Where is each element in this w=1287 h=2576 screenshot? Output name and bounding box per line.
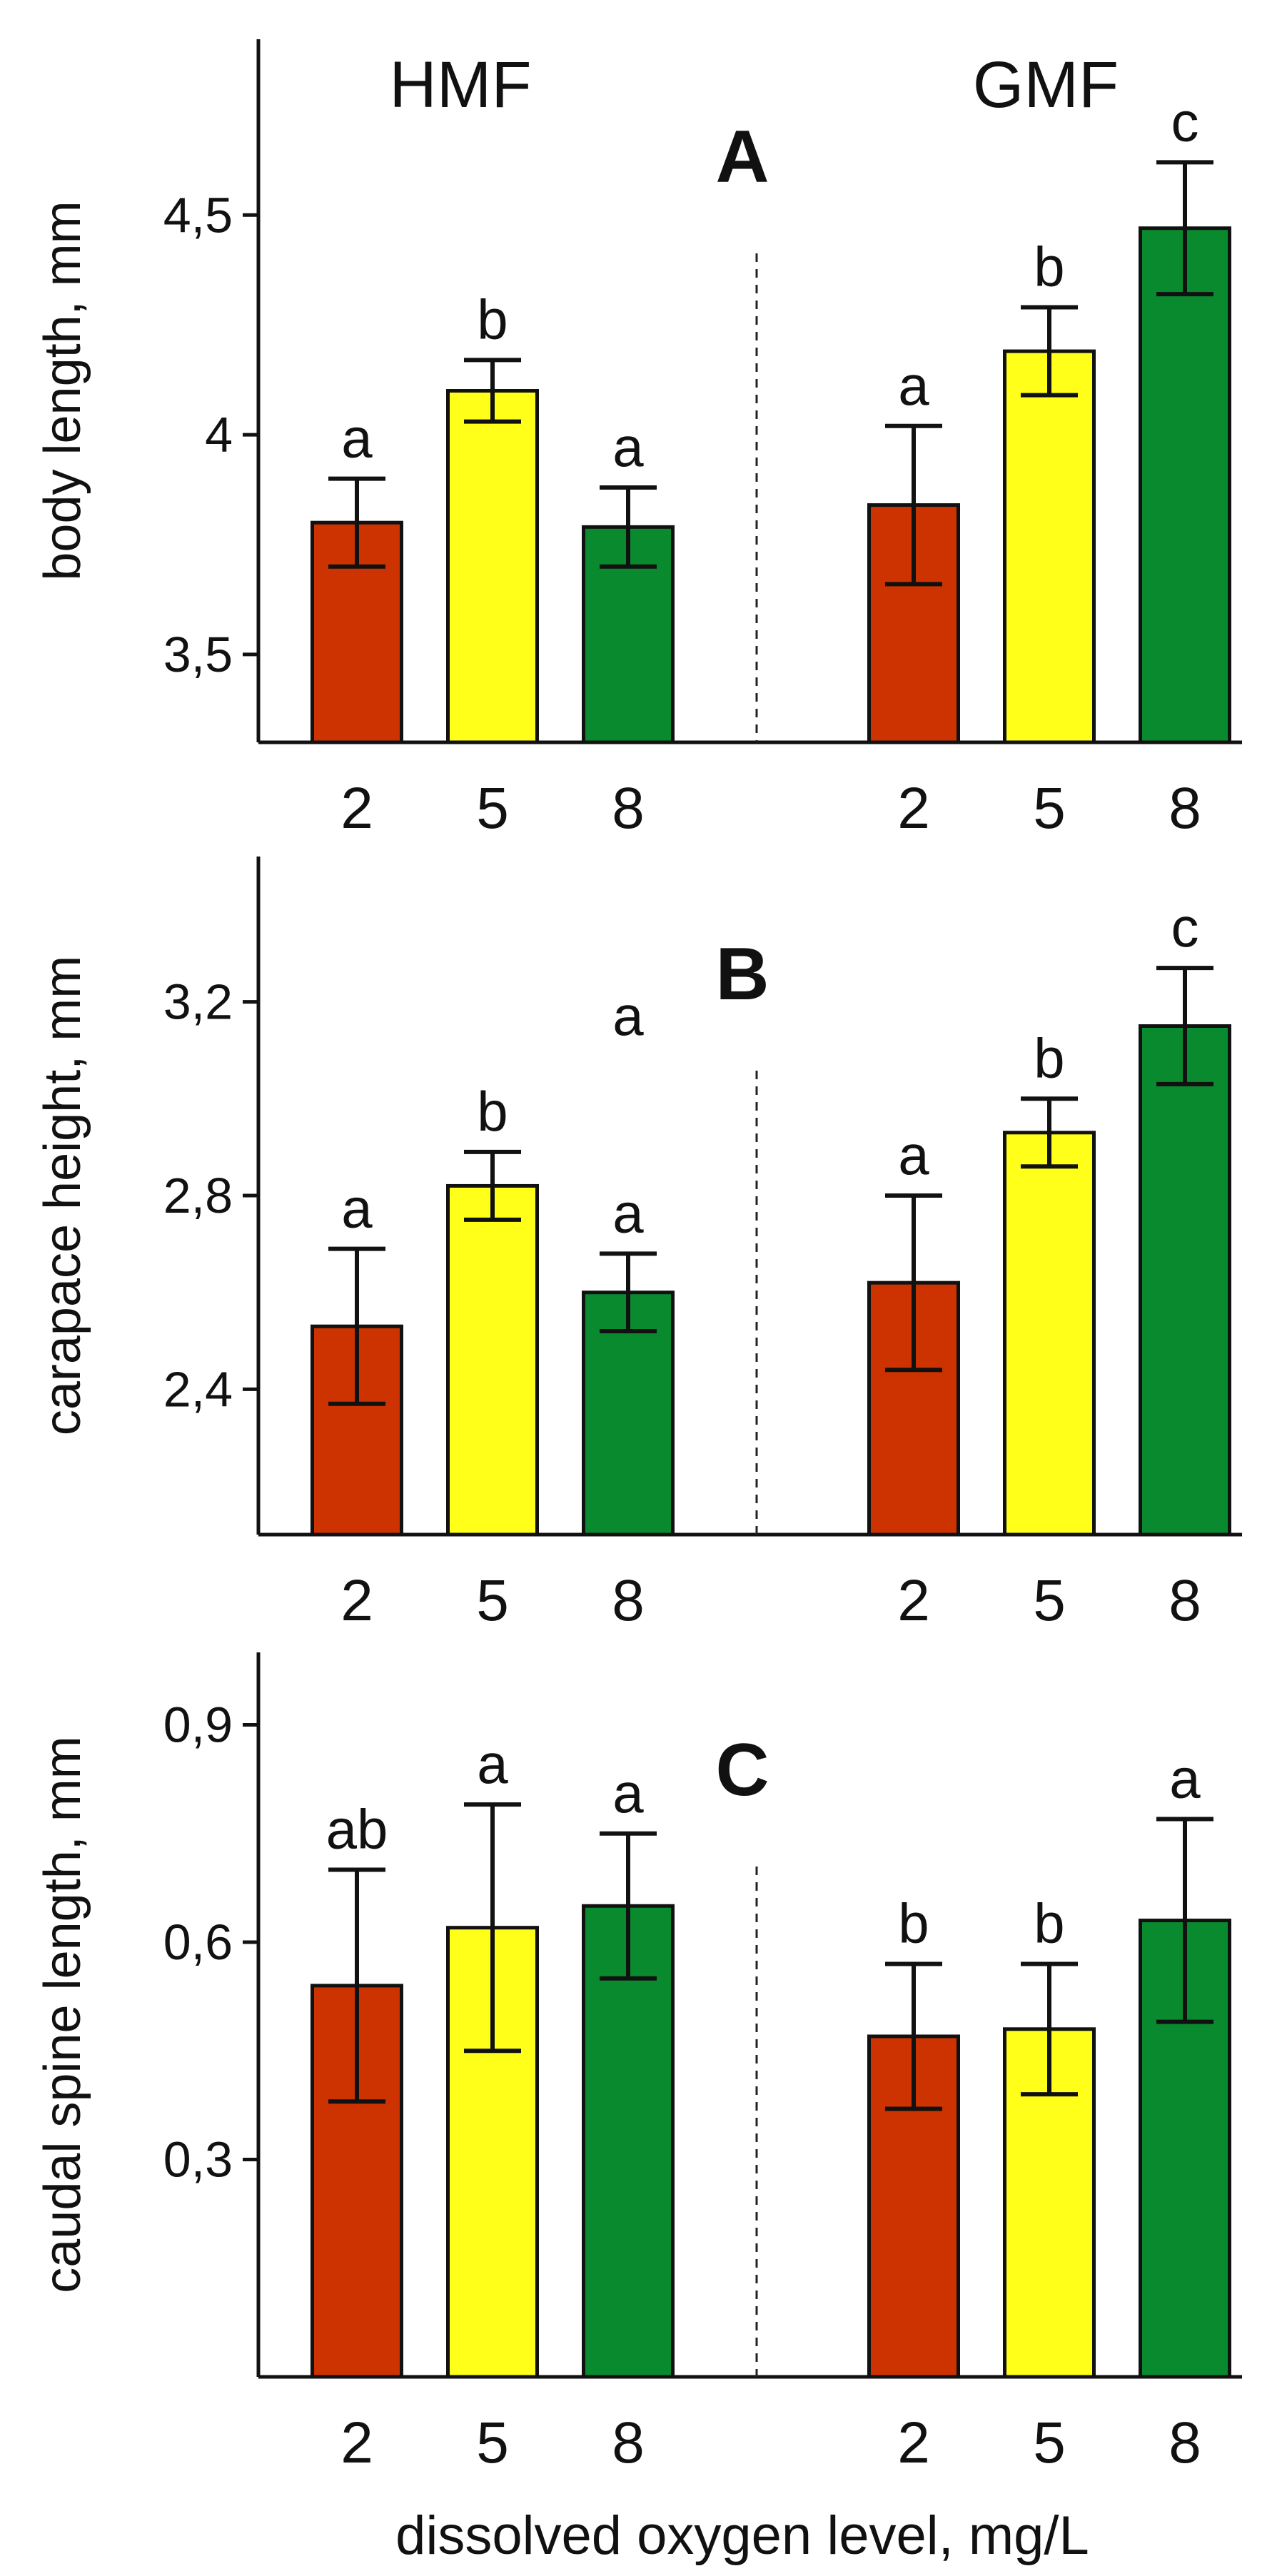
y-tick-label: 2,8 [163, 1168, 233, 1223]
x-tick-label: 5 [1033, 2410, 1066, 2475]
x-tick-label: 5 [476, 2410, 509, 2475]
significance-letter: b [1034, 1026, 1064, 1089]
x-tick-label: 2 [897, 2410, 930, 2475]
x-tick-label: 8 [612, 1568, 645, 1633]
significance-letter: c [1171, 90, 1199, 153]
x-tick-label: 5 [476, 1568, 509, 1633]
y-tick-label: 4 [205, 407, 233, 463]
bar-gmf-5 [1003, 1131, 1096, 1537]
significance-letter: c [1171, 896, 1199, 959]
significance-letter: b [898, 1891, 929, 1954]
x-tick-label: 8 [612, 776, 645, 841]
significance-letter: a [612, 1181, 644, 1244]
y-tick-label: 4,5 [163, 187, 233, 243]
y-tick-label: 3,2 [163, 974, 233, 1030]
x-tick-label: 2 [340, 1568, 373, 1633]
x-tick-label: 2 [897, 1568, 930, 1633]
y-axis-title: body length, mm [34, 201, 91, 580]
panel-label: A [715, 116, 769, 198]
bar-gmf-8 [1139, 1024, 1231, 1537]
y-tick-label: 0,9 [163, 1697, 233, 1753]
significance-letter: b [1034, 1891, 1064, 1954]
y-axis-title: carapace height, mm [34, 956, 91, 1435]
panel-b: 2,4 2,8 3,2 carapace height, mm Ba 2 b 5 a 8 a 2 b 5 c… [34, 857, 1242, 1633]
x-tick-label: 8 [612, 2410, 645, 2475]
significance-letter: b [477, 1080, 508, 1143]
bar-hmf-2 [311, 1984, 403, 2379]
y-tick-label: 0,6 [163, 1914, 233, 1970]
y-tick-label: 3,5 [163, 627, 233, 682]
x-tick-label: 2 [897, 776, 930, 841]
bar-gmf-8 [1139, 226, 1231, 744]
bar-hmf-5 [446, 1183, 539, 1537]
significance-letter: ab [326, 1798, 388, 1861]
y-tick-label: 0,3 [163, 2132, 233, 2188]
significance-letter: a [477, 1732, 508, 1795]
group-label-hmf: HMF [389, 49, 531, 121]
panel-label: C [715, 1729, 769, 1812]
x-axis-title: dissolved oxygen level, mg/L [395, 2505, 1089, 2566]
panel-label: B [715, 933, 769, 1016]
x-tick-label: 8 [1169, 1568, 1201, 1633]
bar-hmf-5 [446, 389, 539, 744]
significance-letter: a [898, 354, 929, 417]
x-tick-label: 5 [476, 776, 509, 841]
y-axis-title: caudal spine length, mm [34, 1736, 91, 2293]
significance-letter: b [1034, 236, 1064, 298]
y-tick-label: 2,4 [163, 1361, 233, 1417]
stray-letter: a [612, 984, 644, 1047]
x-tick-label: 5 [1033, 1568, 1066, 1633]
panel-a: 3,5 4 4,5 body length, mm Aa 2 b 5 a 8 a 2 b 5 c 8 [34, 39, 1242, 841]
x-tick-label: 8 [1169, 776, 1201, 841]
x-tick-label: 2 [340, 2410, 373, 2475]
significance-letter: a [612, 415, 644, 478]
x-tick-label: 2 [340, 776, 373, 841]
significance-letter: b [477, 288, 508, 350]
bar-gmf-5 [1003, 349, 1096, 744]
x-tick-label: 8 [1169, 2410, 1201, 2475]
x-tick-label: 5 [1033, 776, 1066, 841]
significance-letter: a [898, 1123, 929, 1186]
significance-letter: a [1169, 1747, 1201, 1809]
group-label-gmf: GMF [973, 49, 1119, 121]
significance-letter: a [341, 1177, 373, 1240]
significance-letter: a [612, 1762, 644, 1824]
significance-letter: a [341, 407, 373, 470]
